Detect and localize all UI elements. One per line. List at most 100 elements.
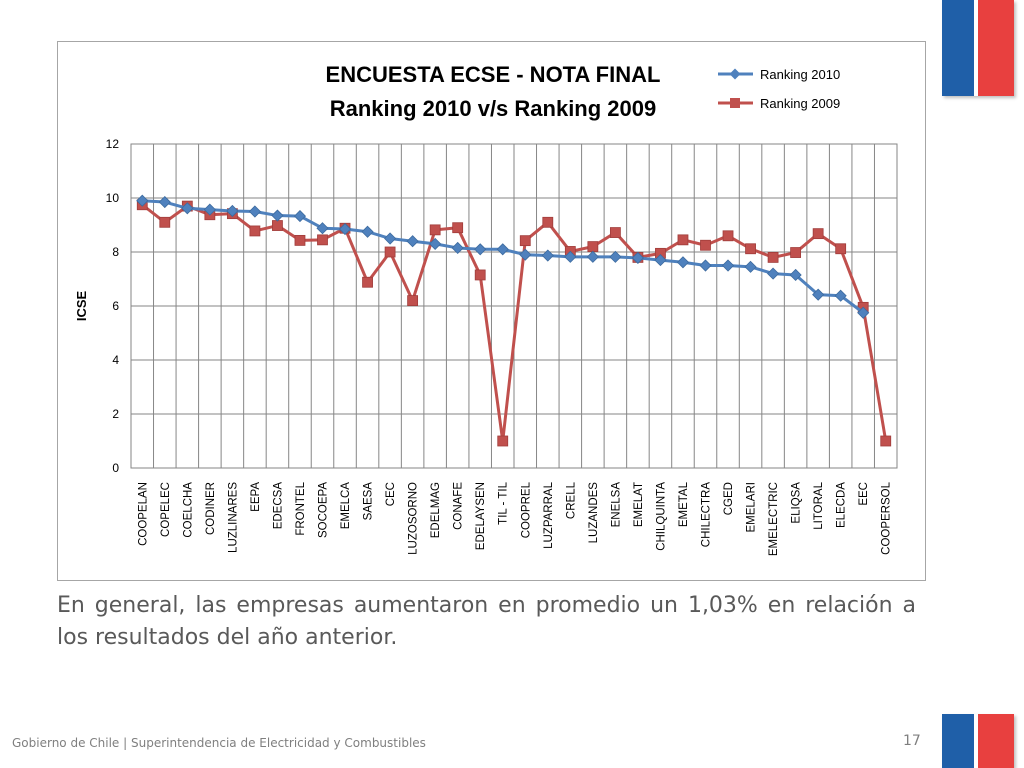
data-point-ranking-2010 [519, 248, 532, 261]
data-point-ranking-2009 [790, 247, 802, 258]
data-point-ranking-2009 [519, 235, 531, 247]
legend-item: Ranking 2009 [718, 96, 840, 111]
x-tick-label: TIL - TIL [498, 481, 510, 524]
data-point-ranking-2010 [744, 260, 757, 273]
y-axis-label: ICSE [74, 291, 89, 322]
x-tick-label: CODINER [205, 482, 217, 535]
footer-text: Gobierno de Chile | Superintendencia de … [12, 736, 426, 750]
page-number: 17 [903, 733, 921, 749]
data-point-ranking-2010 [316, 222, 329, 235]
data-point-ranking-2010 [586, 250, 599, 263]
data-point-ranking-2010 [857, 306, 870, 319]
data-point-ranking-2009 [745, 243, 756, 255]
data-point-ranking-2010 [564, 250, 577, 263]
x-tick-label: FRONTEL [295, 481, 307, 535]
data-point-ranking-2009 [429, 224, 441, 236]
legend-marker-square [730, 98, 740, 108]
x-tick-label: COELCHA [182, 482, 194, 538]
y-tick-label: 8 [112, 245, 119, 259]
x-tick-label: CONAFE [453, 482, 465, 530]
legend-item: Ranking 2010 [718, 67, 840, 82]
x-tick-label: COOPELAN [137, 482, 149, 546]
chile-flag-decoration-bottom [942, 714, 1014, 768]
data-point-ranking-2010 [429, 237, 442, 250]
data-point-ranking-2010 [406, 235, 419, 248]
data-point-ranking-2010 [812, 288, 825, 301]
data-point-ranking-2010 [226, 204, 239, 218]
chart-title-line: ENCUESTA ECSE - NOTA FINAL [326, 62, 661, 87]
data-point-ranking-2010 [631, 251, 644, 265]
chart-title-line: Ranking 2010 v/s Ranking 2009 [330, 96, 657, 121]
data-point-ranking-2009 [474, 269, 486, 281]
x-tick-label: EMETAL [678, 481, 690, 527]
data-point-ranking-2010 [361, 225, 374, 238]
data-point-ranking-2009 [384, 246, 396, 258]
x-tick-label: SOCOEPA [318, 482, 330, 538]
x-tick-label: COOPERSOL [881, 481, 893, 554]
data-point-ranking-2010 [271, 209, 284, 222]
x-tick-label: EDELAYSEN [475, 482, 487, 550]
caption-text: En general, las empresas aumentaron en p… [57, 593, 916, 650]
x-tick-label: LUZANDES [588, 482, 600, 544]
x-tick-label: SAESA [363, 482, 375, 521]
legend-label: Ranking 2009 [760, 96, 840, 111]
x-tick-label: EMELAT [633, 482, 645, 527]
x-tick-label: LUZLINARES [227, 482, 239, 553]
x-tick-label: EMELCA [340, 482, 352, 530]
x-tick-label: ELIQSA [791, 482, 803, 524]
data-point-ranking-2010 [293, 210, 307, 223]
data-point-ranking-2009 [812, 228, 824, 240]
data-point-ranking-2009 [294, 234, 306, 246]
x-tick-label: ENELSA [610, 482, 622, 528]
y-tick-label: 6 [112, 299, 119, 313]
x-tick-label: EEPA [250, 482, 262, 512]
y-tick-label: 2 [112, 407, 119, 421]
y-tick-label: 0 [112, 461, 119, 475]
data-point-ranking-2009 [452, 222, 464, 234]
data-point-ranking-2010 [136, 194, 149, 207]
data-point-ranking-2010 [384, 232, 397, 245]
data-point-ranking-2010 [158, 195, 171, 209]
data-point-ranking-2010 [474, 243, 487, 256]
data-point-ranking-2009 [677, 234, 689, 246]
data-point-ranking-2009 [722, 230, 734, 242]
data-point-ranking-2009 [497, 435, 509, 447]
chile-flag-decoration-top [942, 0, 1014, 96]
data-point-ranking-2010 [248, 205, 261, 218]
x-tick-label: COOPREL [520, 481, 532, 538]
data-point-ranking-2009 [700, 239, 711, 251]
x-tick-label: ELECDA [836, 482, 848, 528]
data-point-ranking-2009 [159, 216, 171, 228]
data-point-ranking-2009 [587, 241, 599, 253]
x-tick-label: CHILECTRA [701, 482, 713, 548]
data-point-ranking-2009 [609, 227, 621, 238]
data-point-ranking-2009 [407, 295, 419, 307]
y-tick-label: 10 [106, 191, 120, 205]
x-tick-label: CRELL [565, 481, 577, 519]
data-point-ranking-2010 [699, 259, 712, 272]
data-point-ranking-2010 [654, 254, 667, 267]
data-point-ranking-2010 [181, 202, 194, 215]
data-point-ranking-2010 [496, 243, 509, 256]
data-point-ranking-2010 [203, 203, 216, 216]
data-point-ranking-2009 [542, 216, 554, 228]
data-point-ranking-2010 [767, 267, 780, 280]
x-tick-label: CHILQUINTA [655, 482, 667, 551]
x-tick-label: COPELEC [160, 482, 172, 537]
chart-area: 0 2 4 6 8 10 12 COOPELAN COPELEC COELCHA CODINER LU… [57, 41, 926, 581]
data-point-ranking-2010 [609, 250, 622, 263]
data-point-ranking-2009 [317, 234, 328, 246]
x-tick-label: EMELECTRIC [768, 482, 780, 556]
data-point-ranking-2009 [767, 251, 779, 263]
legend-marker-diamond [729, 68, 741, 80]
data-point-ranking-2010 [834, 289, 847, 302]
plot-border [130, 143, 898, 469]
data-point-ranking-2010 [451, 241, 464, 255]
series-line-ranking-2010 [142, 199, 865, 314]
x-tick-label: CGED [723, 482, 735, 515]
x-tick-label: EMELARI [746, 482, 758, 533]
x-tick-label: EEC [858, 482, 870, 506]
y-tick-label: 12 [106, 137, 120, 151]
y-tick-label: 4 [112, 353, 119, 367]
data-point-ranking-2009 [880, 435, 892, 447]
